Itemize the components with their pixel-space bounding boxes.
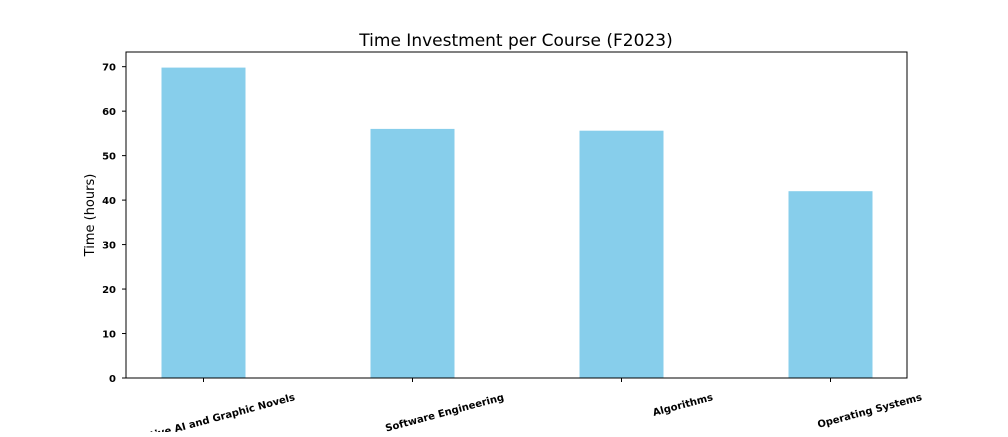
y-tick-label: 20 xyxy=(102,285,116,296)
bars-group xyxy=(161,67,873,378)
plot-frame xyxy=(125,51,908,379)
y-tick-label: 30 xyxy=(102,241,116,252)
y-tick-label: 0 xyxy=(109,374,116,385)
x-tick-label: Operating Systems xyxy=(816,392,923,431)
x-tick-label: Algorithms xyxy=(652,392,715,419)
bar xyxy=(788,191,873,378)
bar xyxy=(370,128,455,378)
y-tick-label: 50 xyxy=(102,152,116,163)
y-tick-label: 40 xyxy=(102,196,116,207)
bar xyxy=(161,67,246,378)
y-tick-label: 60 xyxy=(102,107,116,118)
chart-title: Time Investment per Course (F2023) xyxy=(358,31,672,51)
y-tick-label: 10 xyxy=(102,330,116,341)
bar xyxy=(579,130,664,378)
y-axis-ticks: 0 10 20 30 40 50 60 70 xyxy=(102,63,126,385)
x-tick-label: Software Engineering xyxy=(384,392,505,432)
x-tick-label: Generative AI and Graphic Novels xyxy=(110,392,296,432)
y-axis-label: Time (hours) xyxy=(83,174,98,258)
y-tick-label: 70 xyxy=(102,63,116,74)
x-axis-ticks: Generative AI and Graphic Novels Software… xyxy=(110,378,923,437)
